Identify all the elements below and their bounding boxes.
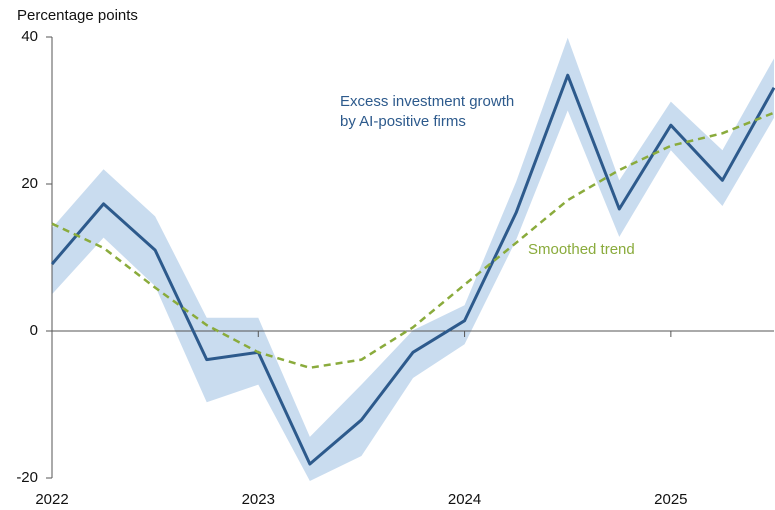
y-tick-label: 40 <box>21 28 38 45</box>
series-label: Excess investment growth <box>340 93 514 110</box>
y-tick-label: 0 <box>30 322 38 339</box>
y-axis-label: Percentage points <box>17 7 138 24</box>
trend-line <box>51 111 775 369</box>
x-tick-label: 2022 <box>35 491 68 508</box>
y-tick-label: 20 <box>21 175 38 192</box>
series-label: by AI-positive firms <box>340 113 466 130</box>
x-tick-label: 2024 <box>448 491 481 508</box>
series-label: Smoothed trend <box>528 241 635 258</box>
y-tick-label: -20 <box>16 469 38 486</box>
x-tick-label: 2023 <box>242 491 275 508</box>
confidence-band <box>52 37 774 481</box>
x-tick-label: 2025 <box>654 491 687 508</box>
